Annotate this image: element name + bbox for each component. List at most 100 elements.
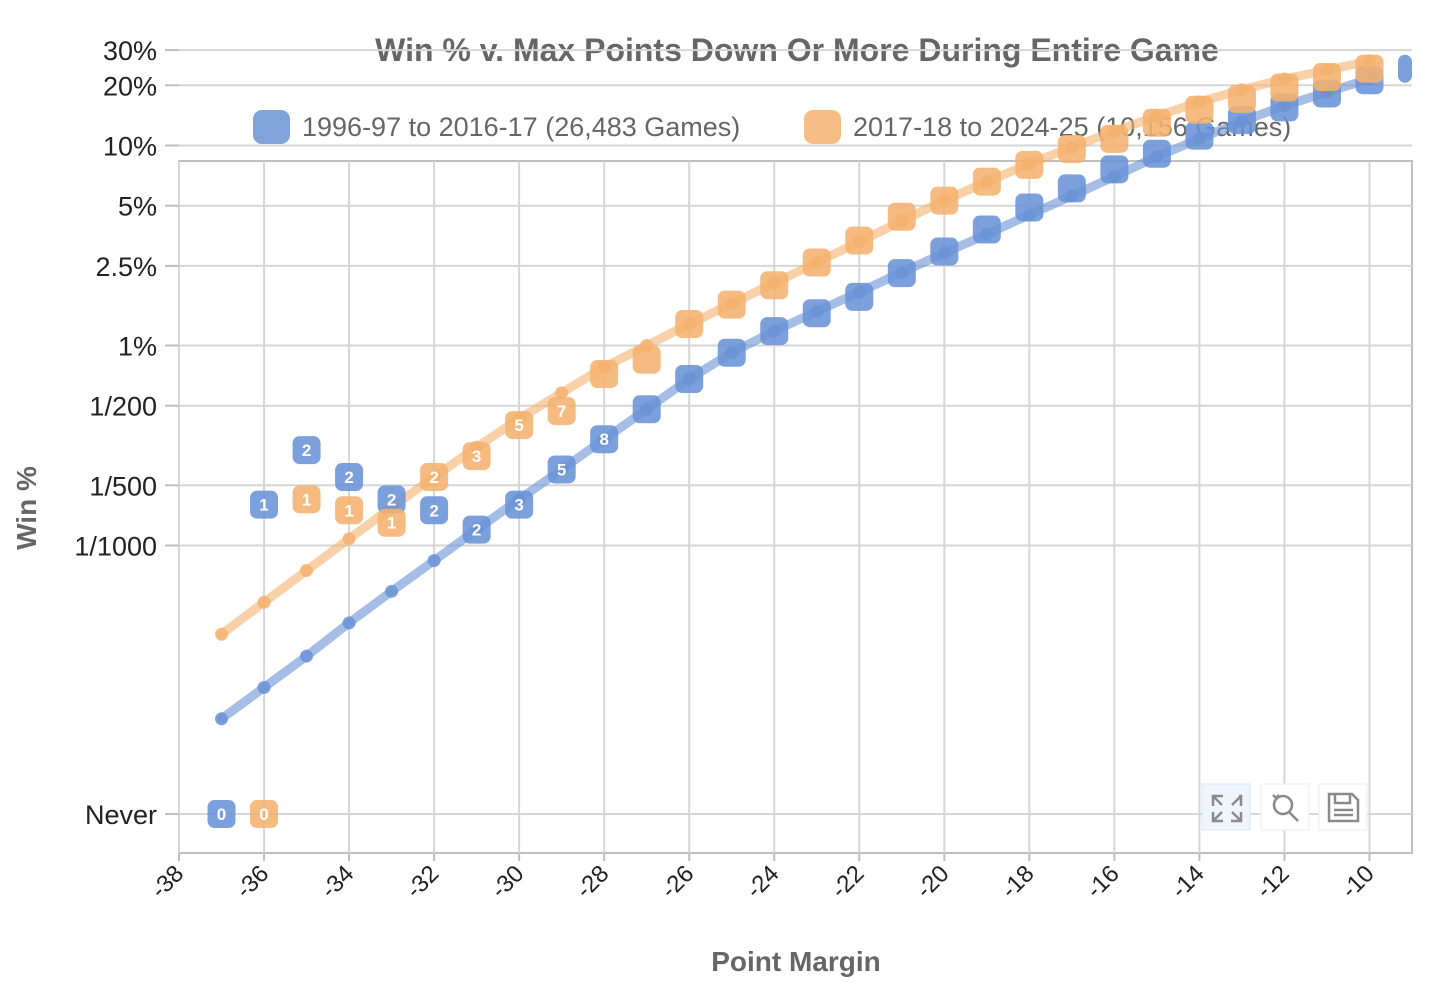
data-point-marker[interactable]: [802, 248, 831, 277]
y-tick-label: 30%: [103, 36, 157, 66]
data-point-marker[interactable]: [845, 226, 874, 255]
data-point-marker[interactable]: [335, 463, 364, 492]
data-point-marker[interactable]: [1227, 106, 1256, 135]
x-tick-label: -28: [571, 860, 615, 904]
x-tick-label: -22: [826, 860, 870, 904]
y-tick-label: 1%: [118, 332, 157, 362]
legend-swatch-series-1: [253, 110, 290, 144]
data-point-marker[interactable]: [1057, 174, 1086, 203]
data-point-marker[interactable]: [377, 485, 406, 514]
data-point-marker[interactable]: [462, 515, 491, 544]
data-point-marker[interactable]: [1185, 95, 1214, 124]
data-point-marker[interactable]: [250, 490, 279, 519]
data-point-marker[interactable]: [420, 463, 449, 492]
data-point-marker[interactable]: [675, 310, 704, 339]
y-tick-label: 2.5%: [95, 252, 157, 282]
data-point-marker[interactable]: [420, 496, 449, 525]
toolbox: [1201, 783, 1368, 831]
fullscreen-button[interactable]: [1201, 783, 1251, 831]
x-tick-label: -14: [1166, 860, 1210, 904]
data-point-count-label: 1: [387, 514, 396, 533]
data-point-marker[interactable]: [1185, 121, 1214, 150]
data-point-marker[interactable]: [760, 271, 789, 300]
data-point-marker[interactable]: [887, 202, 916, 231]
data-point-marker[interactable]: [1398, 54, 1412, 83]
data-point-count-label: 2: [429, 501, 438, 520]
data-point-marker[interactable]: [675, 364, 704, 393]
data-point-marker[interactable]: [292, 485, 321, 514]
data-point-marker[interactable]: [845, 282, 874, 311]
x-tick-label: -10: [1336, 860, 1380, 904]
data-point-marker[interactable]: [632, 345, 661, 374]
restore-zoom-button[interactable]: [1260, 783, 1310, 831]
data-point-marker[interactable]: [717, 338, 746, 367]
data-point-marker[interactable]: [1227, 84, 1256, 113]
fullscreen-icon: [1211, 794, 1243, 823]
data-point-marker[interactable]: [1312, 63, 1341, 92]
data-point-count-label: 2: [429, 468, 438, 487]
data-point-marker[interactable]: [1057, 135, 1086, 164]
x-tick-label: -30: [486, 860, 530, 904]
x-tick-label: -32: [401, 860, 445, 904]
data-point-marker[interactable]: [717, 290, 746, 319]
data-point-marker[interactable]: [1015, 150, 1044, 179]
save-image-icon: [1327, 792, 1360, 823]
grid-lines: [178, 49, 1412, 853]
trend-point: [385, 584, 399, 598]
data-point-marker[interactable]: [250, 800, 279, 828]
data-point-marker[interactable]: [590, 425, 619, 454]
data-point-marker[interactable]: [1100, 155, 1129, 184]
save-image-button[interactable]: [1318, 783, 1368, 831]
data-point-count-label: 1: [259, 496, 268, 515]
data-point-count-label: 7: [557, 402, 566, 421]
series-2-trend-line: [217, 56, 1374, 639]
data-point-marker[interactable]: [972, 215, 1001, 244]
y-tick-label: 20%: [103, 71, 157, 101]
x-tick-label: -26: [656, 860, 700, 904]
data-point-count-label: 2: [472, 521, 481, 540]
data-point-marker[interactable]: [377, 508, 406, 537]
data-point-marker[interactable]: [505, 490, 534, 519]
data-point-marker[interactable]: [802, 299, 831, 328]
data-point-marker[interactable]: [930, 237, 959, 266]
data-point-marker[interactable]: [207, 800, 236, 828]
data-point-marker[interactable]: [462, 442, 491, 471]
y-tick-label: 1/1000: [74, 532, 157, 562]
data-point-marker[interactable]: [760, 317, 789, 346]
data-point-marker[interactable]: [335, 496, 364, 525]
data-point-marker[interactable]: [292, 436, 321, 465]
trend-point: [257, 595, 271, 609]
trend-point: [300, 649, 314, 663]
data-point-count-label: 2: [302, 441, 311, 460]
data-point-marker[interactable]: [1015, 193, 1044, 222]
y-tick-label: 5%: [118, 192, 157, 222]
data-point-count-label: 1: [344, 501, 353, 520]
data-point-marker[interactable]: [1142, 139, 1171, 168]
data-point-marker[interactable]: [1355, 54, 1384, 83]
data-point-marker[interactable]: [1270, 73, 1299, 102]
series-1-markers: 0 1 2 2 2 2 2 3 5 8: [207, 54, 1412, 828]
plot-area-border: [178, 160, 1413, 854]
data-point-count-label: 2: [387, 490, 396, 509]
data-point-marker[interactable]: [1142, 108, 1171, 137]
data-point-marker[interactable]: [547, 397, 576, 426]
y-tick-label: 10%: [103, 132, 157, 162]
legend-label-series-1: 1996-97 to 2016-17 (26,483 Games): [302, 112, 740, 142]
data-point-marker[interactable]: [590, 360, 619, 389]
data-point-marker[interactable]: [1100, 124, 1129, 153]
data-point-count-label: 2: [344, 468, 353, 487]
trend-point: [300, 563, 314, 577]
legend-swatch-series-2: [804, 110, 841, 144]
data-point-marker[interactable]: [930, 186, 959, 215]
data-point-marker[interactable]: [505, 411, 534, 440]
data-point-count-label: 0: [217, 805, 226, 824]
data-point-marker[interactable]: [547, 455, 576, 484]
data-point-marker[interactable]: [887, 259, 916, 288]
data-point-marker[interactable]: [972, 167, 1001, 196]
x-axis-label: Point Margin: [711, 946, 881, 977]
trend-point: [215, 712, 229, 726]
legend-item-series-1[interactable]: 1996-97 to 2016-17 (26,483 Games): [253, 110, 740, 144]
series-1-trend-line: [217, 74, 1374, 724]
data-point-marker[interactable]: [632, 395, 661, 424]
